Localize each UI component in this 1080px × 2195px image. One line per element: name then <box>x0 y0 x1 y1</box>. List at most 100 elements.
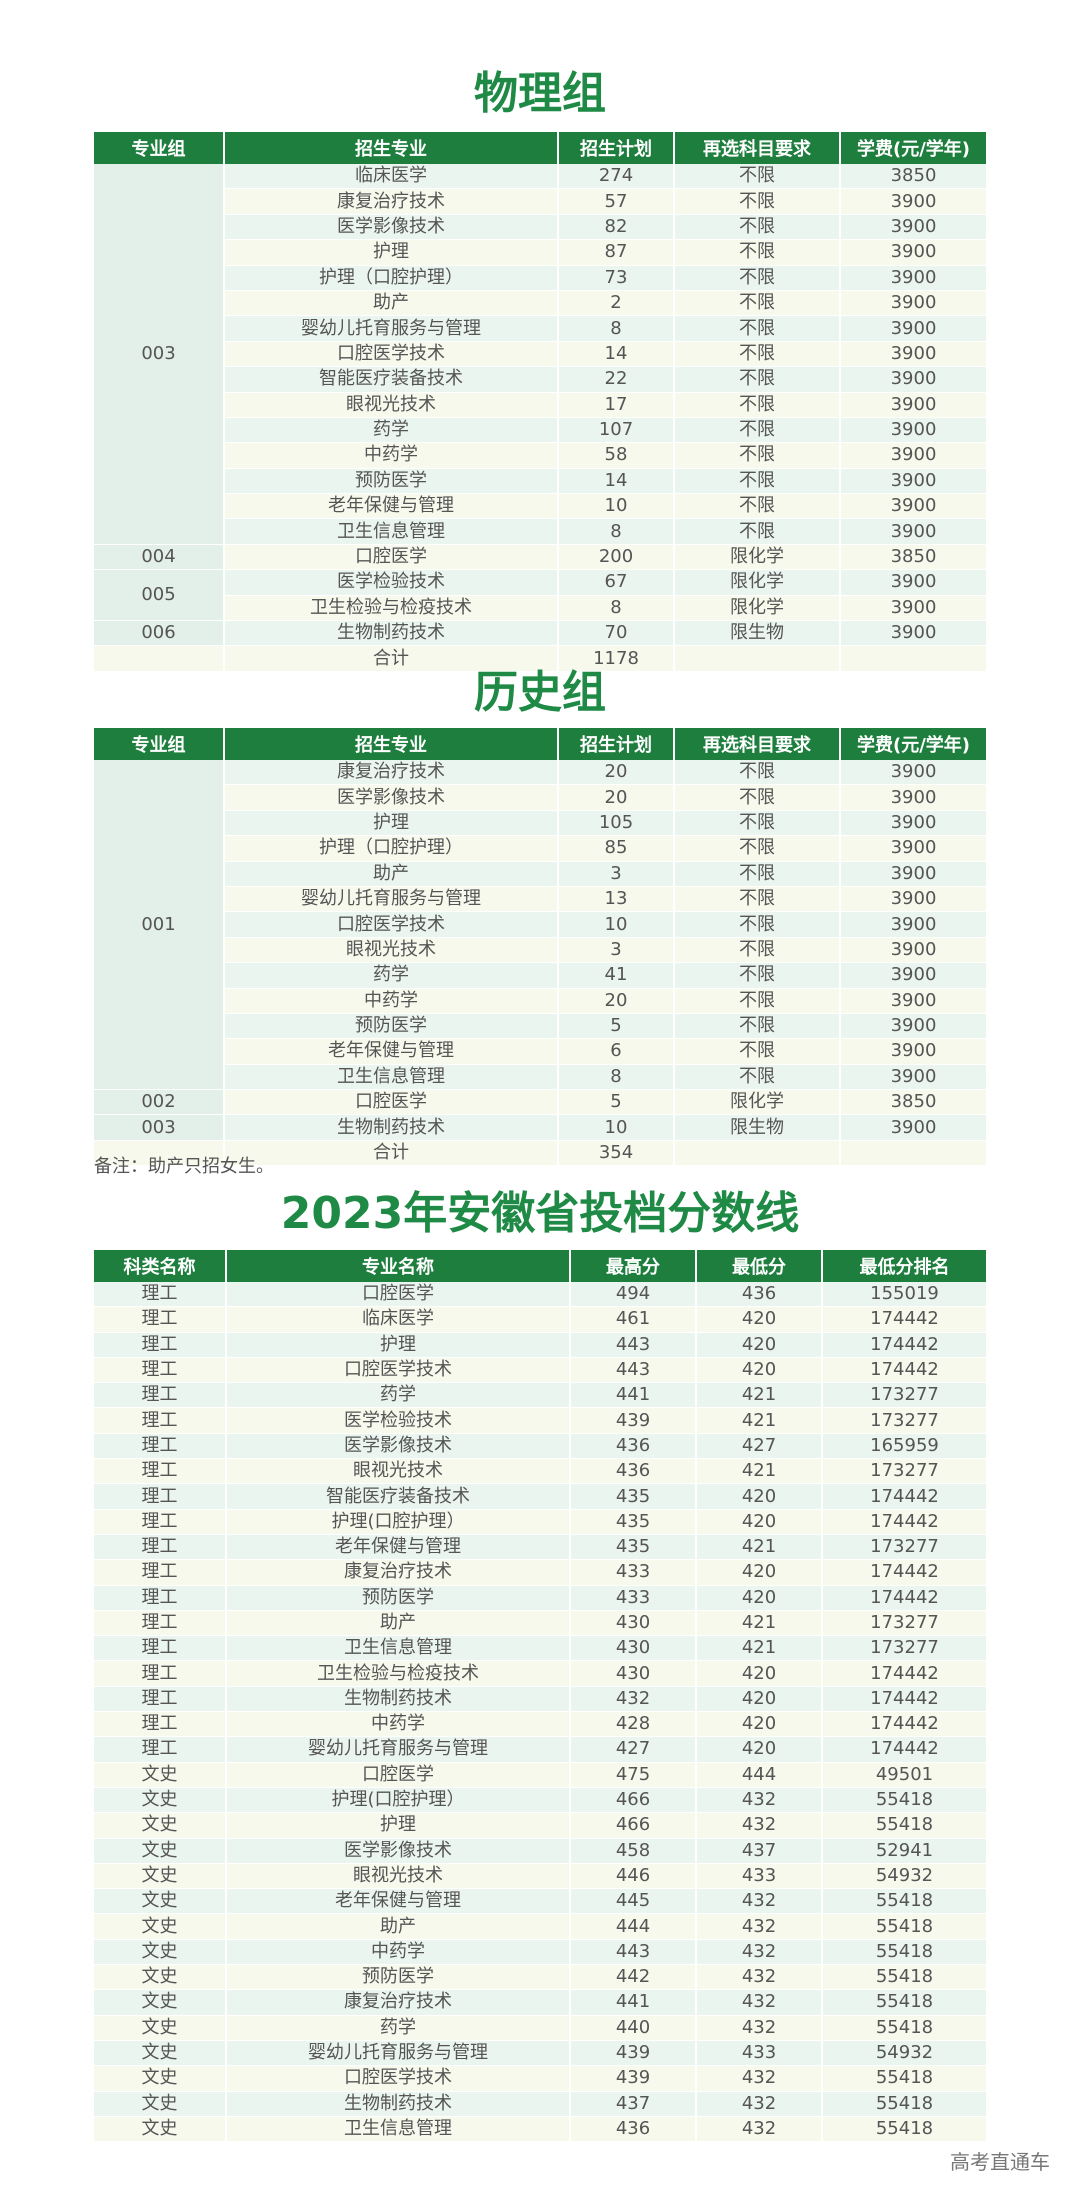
table-row: 卫生检验与检疫技术 8 限化学 3900 <box>94 595 986 622</box>
table-cell: 200 <box>558 544 675 571</box>
table-cell: 82 <box>558 214 675 241</box>
table-cell: 427 <box>696 1433 823 1460</box>
table-row: 中药学 58 不限 3900 <box>94 442 986 469</box>
table-cell: 105 <box>558 810 675 837</box>
table-cell: 3900 <box>840 962 986 989</box>
table-cell: 医学检验技术 <box>224 569 559 596</box>
group-cell: 005 <box>94 569 225 622</box>
table-cell: 421 <box>696 1382 823 1409</box>
table-cell: 3900 <box>840 835 986 862</box>
table-cell: 理工 <box>94 1534 227 1561</box>
table-cell: 3900 <box>840 784 986 811</box>
table-cell: 3900 <box>840 760 986 786</box>
table-cell: 274 <box>558 164 675 190</box>
table-cell: 智能医疗装备技术 <box>224 366 559 393</box>
table-cell: 药学 <box>226 2015 571 2041</box>
table-cell: 10 <box>558 493 675 520</box>
table-cell: 432 <box>696 2015 823 2041</box>
table-cell: 20 <box>558 988 675 1014</box>
table-row: 理工 老年保健与管理 435 421 173277 <box>94 1534 986 1561</box>
physics-enrollment-table: 专业组 招生专业 招生计划 再选科目要求 学费(元/学年) 003 临床医学 274 不限 38… <box>94 132 986 672</box>
table-cell: 420 <box>696 1736 823 1763</box>
table-cell: 173277 <box>822 1382 986 1409</box>
table-cell: 婴幼儿托育服务与管理 <box>226 1736 571 1763</box>
table-cell: 67 <box>558 569 675 596</box>
table-cell: 55418 <box>822 2065 986 2092</box>
table-cell: 口腔医学技术 <box>224 911 559 938</box>
table-cell: 85 <box>558 835 675 862</box>
table-cell: 3900 <box>840 1038 986 1065</box>
table-cell: 444 <box>696 1762 823 1788</box>
table-cell: 3900 <box>840 518 986 545</box>
table-cell: 435 <box>570 1509 697 1535</box>
table-cell: 理工 <box>94 1660 227 1687</box>
table-row: 文史 婴幼儿托育服务与管理 439 433 54932 <box>94 2040 986 2067</box>
table-row: 文史 卫生信息管理 436 432 55418 <box>94 2116 986 2143</box>
table-row: 助产 3 不限 3900 <box>94 861 986 887</box>
table-cell: 不限 <box>674 442 841 469</box>
table-row: 理工 医学影像技术 436 427 165959 <box>94 1433 986 1460</box>
table-cell: 不限 <box>674 164 841 190</box>
table-cell: 不限 <box>674 1013 841 1040</box>
table-cell: 174442 <box>822 1686 986 1713</box>
table-cell: 老年保健与管理 <box>224 1038 559 1065</box>
table-row: 护理 105 不限 3900 <box>94 810 986 837</box>
table-cell: 173277 <box>822 1610 986 1637</box>
table-cell: 文史 <box>94 2040 227 2067</box>
table-cell: 康复治疗技术 <box>226 1989 571 2016</box>
table-row: 卫生信息管理 8 不限 3900 <box>94 518 986 545</box>
table-cell: 不限 <box>674 214 841 241</box>
table-cell: 卫生信息管理 <box>226 2116 571 2143</box>
total-value: 1178 <box>558 645 675 672</box>
table-cell: 55418 <box>822 1888 986 1915</box>
table-cell: 口腔医学 <box>224 1089 559 1116</box>
table-cell: 440 <box>570 2015 697 2041</box>
table-cell: 436 <box>570 2116 697 2143</box>
table-cell: 3900 <box>840 442 986 469</box>
table-row: 康复治疗技术 57 不限 3900 <box>94 188 986 215</box>
table-cell: 420 <box>696 1585 823 1611</box>
table-cell: 433 <box>696 1863 823 1890</box>
total-row: 合计 354 <box>94 1140 986 1167</box>
table-row: 文史 助产 444 432 55418 <box>94 1913 986 1940</box>
table-cell: 3850 <box>840 544 986 571</box>
table-cell: 3900 <box>840 188 986 215</box>
table-cell: 理工 <box>94 1559 227 1586</box>
table-row: 003 临床医学 274 不限 3850 <box>94 164 986 545</box>
table-cell: 174442 <box>822 1559 986 1586</box>
table-cell: 不限 <box>674 886 841 913</box>
table-cell: 441 <box>570 1989 697 2016</box>
column-header: 专业名称 <box>226 1250 571 1282</box>
table-row: 护理 87 不限 3900 <box>94 239 986 266</box>
table-cell: 康复治疗技术 <box>224 760 559 786</box>
table-row: 文史 医学影像技术 458 437 52941 <box>94 1838 986 1864</box>
table-cell: 22 <box>558 366 675 393</box>
table-row: 口腔医学技术 10 不限 3900 <box>94 911 986 938</box>
total-spacer <box>94 1140 225 1167</box>
table-cell: 文史 <box>94 2065 227 2092</box>
note-text: 备注：助产只招女生。 <box>94 1156 274 1177</box>
table-cell: 55418 <box>822 1989 986 2016</box>
table-cell: 不限 <box>674 493 841 520</box>
table-cell: 3900 <box>840 1114 986 1141</box>
table-row: 理工 护理 443 420 174442 <box>94 1332 986 1358</box>
table-cell: 中药学 <box>226 1711 571 1738</box>
table-row: 理工 婴幼儿托育服务与管理 427 420 174442 <box>94 1736 986 1763</box>
table-row: 理工 智能医疗装备技术 435 420 174442 <box>94 1483 986 1510</box>
table-cell: 助产 <box>224 290 559 317</box>
table-cell: 5 <box>558 1089 675 1116</box>
column-header: 招生计划 <box>558 728 675 760</box>
table-cell: 护理 <box>226 1332 571 1358</box>
table-cell: 3900 <box>840 315 986 342</box>
table-row: 005 医学检验技术 67 限化学 3900 <box>94 569 986 622</box>
table-cell: 3 <box>558 861 675 887</box>
table-cell: 174442 <box>822 1332 986 1358</box>
table-row: 文史 中药学 443 432 55418 <box>94 1939 986 1966</box>
table-row: 理工 助产 430 421 173277 <box>94 1610 986 1637</box>
table-row: 婴幼儿托育服务与管理 8 不限 3900 <box>94 315 986 342</box>
table-cell: 3900 <box>840 911 986 938</box>
table-row: 中药学 20 不限 3900 <box>94 988 986 1014</box>
history-enrollment-table: 专业组 招生专业 招生计划 再选科目要求 学费(元/学年) 001 康复治疗技术 20 不限 3… <box>94 728 986 1167</box>
table-row: 理工 生物制药技术 432 420 174442 <box>94 1686 986 1713</box>
table-cell: 临床医学 <box>226 1306 571 1333</box>
